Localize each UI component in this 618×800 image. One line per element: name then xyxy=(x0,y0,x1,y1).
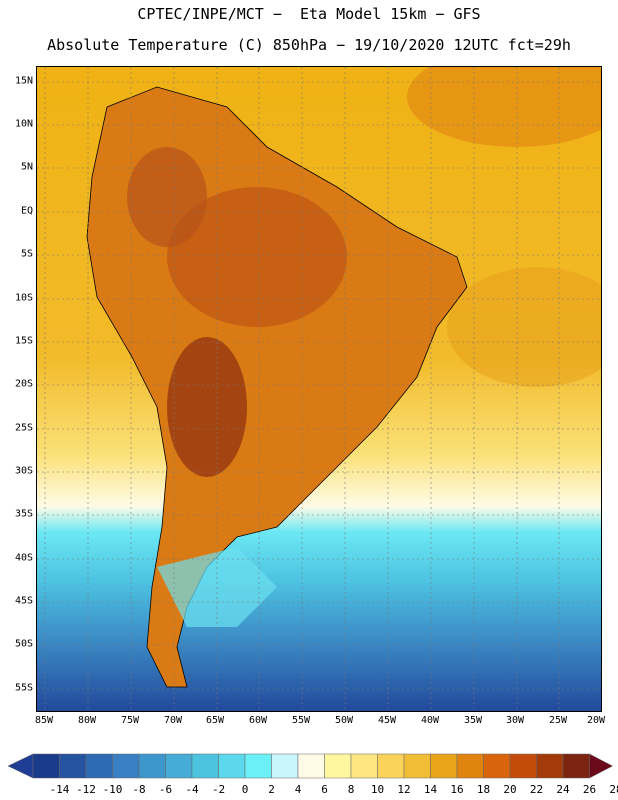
lon-label: 60W xyxy=(248,715,268,726)
warm-core-andes-north xyxy=(127,147,207,247)
lon-label: 35W xyxy=(463,715,483,726)
lon-label: 65W xyxy=(205,715,225,726)
colorbar-tick-label: 6 xyxy=(321,783,328,796)
lat-label: 20S xyxy=(14,378,33,390)
lat-label: 5S xyxy=(20,248,33,260)
colorbar-tick-label: 16 xyxy=(450,783,464,796)
colorbar-swatch xyxy=(32,753,60,779)
lat-label: 15S xyxy=(14,335,33,347)
lat-label: 15N xyxy=(14,75,33,87)
lon-label: 20W xyxy=(586,715,606,726)
colorbar-tick-label: -14 xyxy=(49,783,70,796)
colorbar-swatch xyxy=(218,753,246,779)
colorbar-swatch xyxy=(562,753,590,779)
lat-label: 40S xyxy=(14,552,33,564)
colorbar-swatch xyxy=(430,753,458,779)
chart-subtitle: Absolute Temperature (C) 850hPa − 19/10/… xyxy=(47,36,571,54)
colorbar-tick-label: 28 xyxy=(609,783,618,796)
lat-label: 45S xyxy=(14,595,33,607)
colorbar-swatch xyxy=(112,753,140,779)
lon-label: 85W xyxy=(34,715,54,726)
colorbar-tick-label: -10 xyxy=(102,783,123,796)
lon-label: 45W xyxy=(377,715,397,726)
colorbar-swatch xyxy=(483,753,511,779)
lat-label: 10S xyxy=(14,292,33,304)
temperature-map xyxy=(36,66,602,712)
colorbar-tick-label: 18 xyxy=(476,783,491,796)
colorbar-swatch xyxy=(244,753,272,779)
lat-label: 55S xyxy=(14,682,33,694)
colorbar-tick-label: -8 xyxy=(132,783,146,796)
colorbar-tick-label: 2 xyxy=(268,783,275,796)
colorbar-tick-label: 14 xyxy=(423,783,438,796)
colorbar-tick-label: -2 xyxy=(211,783,226,796)
lat-label: 50S xyxy=(14,638,33,650)
lat-label: 25S xyxy=(14,422,33,434)
colorbar-tick-label: 8 xyxy=(347,783,355,796)
warm-core-chaco xyxy=(167,337,247,477)
colorbar-swatch xyxy=(85,753,113,779)
lon-label: 25W xyxy=(548,715,568,726)
lon-label: 55W xyxy=(291,715,311,726)
lat-label: 30S xyxy=(14,465,33,477)
colorbar-swatch xyxy=(536,753,564,779)
colorbar-swatch xyxy=(59,753,87,779)
colorbar-swatch xyxy=(138,753,166,779)
colorbar-swatch xyxy=(350,753,378,779)
colorbar-tick-label: -6 xyxy=(158,783,173,796)
lat-label: EQ xyxy=(20,205,33,217)
colorbar-swatch xyxy=(297,753,325,779)
colorbar-tick-label: 10 xyxy=(370,783,385,796)
lon-label: 70W xyxy=(163,715,183,726)
lat-label: 35S xyxy=(14,508,33,520)
colorbar-tick-label: 0 xyxy=(241,783,249,796)
colorbar xyxy=(7,753,614,779)
colorbar-swatch xyxy=(191,753,219,779)
chart-title: CPTEC/INPE/MCT − Eta Model 15km − GFS xyxy=(137,5,481,23)
colorbar-tick-label: 20 xyxy=(503,783,517,796)
map-canvas xyxy=(37,67,601,711)
colorbar-under-arrow xyxy=(7,753,34,779)
colorbar-swatch xyxy=(509,753,537,779)
colorbar-swatch xyxy=(456,753,484,779)
colorbar-tick-label: 12 xyxy=(397,783,411,796)
lon-label: 50W xyxy=(334,715,354,726)
colorbar-tick-label: 4 xyxy=(294,783,302,796)
colorbar-over-arrow xyxy=(589,753,614,779)
colorbar-swatch xyxy=(324,753,352,779)
lon-label: 75W xyxy=(120,715,140,726)
warm-anomaly-north-atlantic xyxy=(407,67,601,147)
lat-label: 10N xyxy=(14,118,33,130)
colorbar-swatch xyxy=(403,753,431,779)
colorbar-tick-label: -4 xyxy=(185,783,199,796)
lon-label: 80W xyxy=(77,715,97,726)
lon-label: 40W xyxy=(420,715,440,726)
colorbar-tick-label: 26 xyxy=(582,783,597,796)
colorbar-swatch xyxy=(271,753,299,779)
colorbar-swatch xyxy=(165,753,193,779)
colorbar-tick-label: 22 xyxy=(529,783,544,796)
colorbar-swatch xyxy=(377,753,405,779)
colorbar-tick-label: -12 xyxy=(76,783,96,796)
lat-label: 5N xyxy=(20,161,33,173)
lon-label: 30W xyxy=(505,715,525,726)
colorbar-tick-label: 24 xyxy=(556,783,570,796)
map-grid xyxy=(37,67,601,711)
warm-anomaly-south-atlantic xyxy=(447,267,601,387)
